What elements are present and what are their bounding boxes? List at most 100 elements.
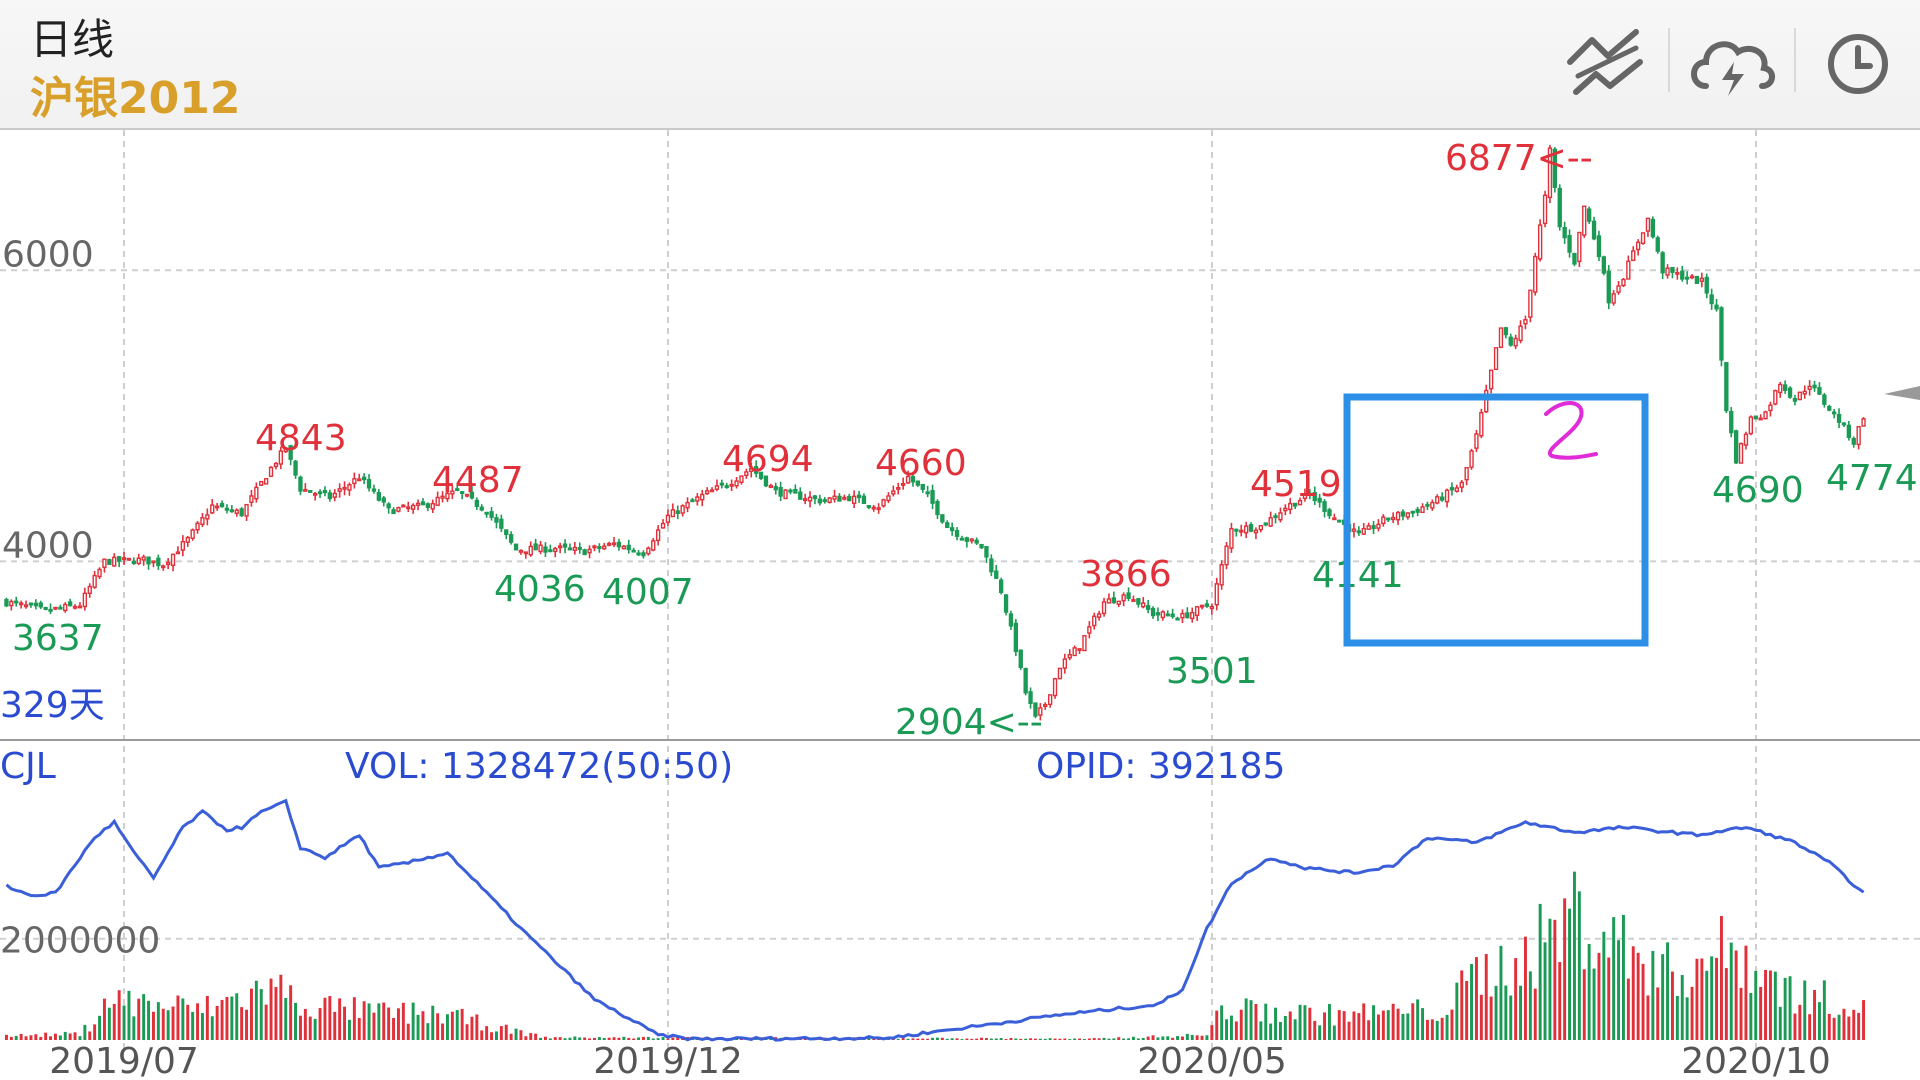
candle bbox=[1822, 394, 1827, 405]
candle bbox=[548, 549, 553, 553]
candle bbox=[680, 505, 685, 514]
candle bbox=[28, 602, 34, 606]
volume-bar bbox=[563, 1038, 567, 1040]
volume-bar bbox=[1195, 1035, 1199, 1040]
candle bbox=[768, 484, 774, 488]
time-tick-label: 2019/07 bbox=[49, 1041, 199, 1080]
low-label: 4690 bbox=[1712, 470, 1804, 511]
candle bbox=[1449, 487, 1455, 491]
volume-bar bbox=[1548, 918, 1552, 1040]
candle bbox=[1283, 507, 1288, 512]
candle bbox=[298, 476, 303, 492]
candle bbox=[1498, 327, 1504, 348]
volume-bar bbox=[602, 1037, 606, 1040]
volume-bar bbox=[955, 1038, 959, 1040]
time-axis: 2019/07 2019/12 2020/05 2020/10 bbox=[49, 1041, 1831, 1080]
volume-bar bbox=[1425, 1019, 1429, 1040]
volume-bar bbox=[259, 989, 263, 1040]
candle bbox=[690, 499, 695, 503]
candle bbox=[1802, 390, 1807, 395]
volume-bar bbox=[333, 1011, 337, 1040]
candle bbox=[896, 486, 901, 490]
candle bbox=[303, 488, 308, 492]
candle bbox=[621, 545, 627, 550]
candle bbox=[151, 560, 156, 564]
candle bbox=[308, 490, 313, 493]
candle bbox=[195, 522, 200, 531]
candle bbox=[1278, 512, 1283, 521]
candle bbox=[97, 568, 102, 578]
volume-bar bbox=[1396, 1008, 1400, 1040]
candle bbox=[67, 601, 73, 607]
candle bbox=[14, 600, 19, 604]
candle bbox=[807, 496, 813, 502]
low-label: 4141 bbox=[1312, 555, 1404, 596]
draw-line-button[interactable] bbox=[1556, 22, 1656, 106]
volume-bar bbox=[1430, 1019, 1434, 1040]
grid bbox=[0, 130, 1920, 1050]
candle bbox=[592, 545, 597, 549]
volume-bar bbox=[1661, 954, 1665, 1040]
candle bbox=[92, 574, 97, 588]
candle bbox=[641, 552, 646, 557]
period-label[interactable]: 日线 bbox=[30, 15, 115, 64]
volume-bar bbox=[1538, 903, 1542, 1040]
candle bbox=[984, 545, 989, 558]
candle bbox=[1841, 422, 1847, 426]
candle bbox=[396, 507, 401, 512]
candle bbox=[866, 505, 872, 508]
candle bbox=[974, 539, 979, 544]
instrument-name[interactable]: 沪银2012 bbox=[30, 73, 241, 124]
volume-bar bbox=[308, 1016, 312, 1040]
candle bbox=[1577, 231, 1582, 263]
volume-bar bbox=[480, 1030, 484, 1040]
candle bbox=[597, 546, 602, 549]
volume-bar bbox=[328, 996, 332, 1040]
candle bbox=[1851, 438, 1856, 445]
volume-bar bbox=[107, 1007, 111, 1040]
candle bbox=[553, 547, 558, 553]
volume-bar bbox=[318, 1008, 322, 1040]
volume-bar bbox=[1097, 1038, 1101, 1040]
candle bbox=[234, 509, 239, 514]
candle bbox=[1067, 654, 1072, 659]
high-label: 4519 bbox=[1250, 464, 1342, 505]
candle bbox=[1601, 256, 1607, 274]
candle bbox=[1077, 648, 1082, 652]
candle bbox=[1121, 594, 1126, 602]
candle bbox=[259, 480, 264, 486]
candle bbox=[935, 500, 940, 516]
candle bbox=[788, 489, 793, 493]
volume-bar bbox=[1078, 1038, 1082, 1040]
price-annotations: 4843 4487 4694 4660 3866 4519 6877<-- 36… bbox=[12, 138, 1918, 743]
candle bbox=[1018, 649, 1023, 669]
candle bbox=[1400, 511, 1406, 517]
cloud-sync-button[interactable] bbox=[1682, 22, 1782, 106]
candle bbox=[499, 518, 504, 529]
candle bbox=[263, 478, 269, 485]
candle bbox=[616, 541, 622, 548]
handwritten-annotation bbox=[1544, 401, 1598, 460]
candle bbox=[210, 504, 215, 514]
clock-button[interactable] bbox=[1808, 22, 1908, 106]
toolbar-separator bbox=[1794, 28, 1796, 92]
candle bbox=[1361, 527, 1366, 535]
volume-bar bbox=[1024, 1038, 1028, 1040]
candle bbox=[1704, 276, 1709, 294]
candle bbox=[156, 557, 161, 567]
candle bbox=[685, 501, 690, 509]
candle bbox=[1562, 226, 1567, 239]
volume-bar bbox=[39, 1036, 43, 1040]
volume-bar bbox=[1832, 1017, 1836, 1040]
volume-bar bbox=[1043, 1038, 1047, 1040]
volume-bar bbox=[1421, 1008, 1425, 1040]
volume-bar bbox=[499, 1026, 503, 1040]
candle bbox=[802, 498, 808, 502]
candle bbox=[930, 489, 935, 504]
volume-bar bbox=[127, 990, 131, 1040]
volume-bar bbox=[1514, 958, 1518, 1040]
candle bbox=[1386, 517, 1391, 521]
kline-chart[interactable]: 4000 6000 4843 4487 4694 4660 3866 4519 … bbox=[0, 130, 1920, 1080]
volume-bar bbox=[1504, 985, 1508, 1040]
volume-bar bbox=[411, 1002, 415, 1040]
